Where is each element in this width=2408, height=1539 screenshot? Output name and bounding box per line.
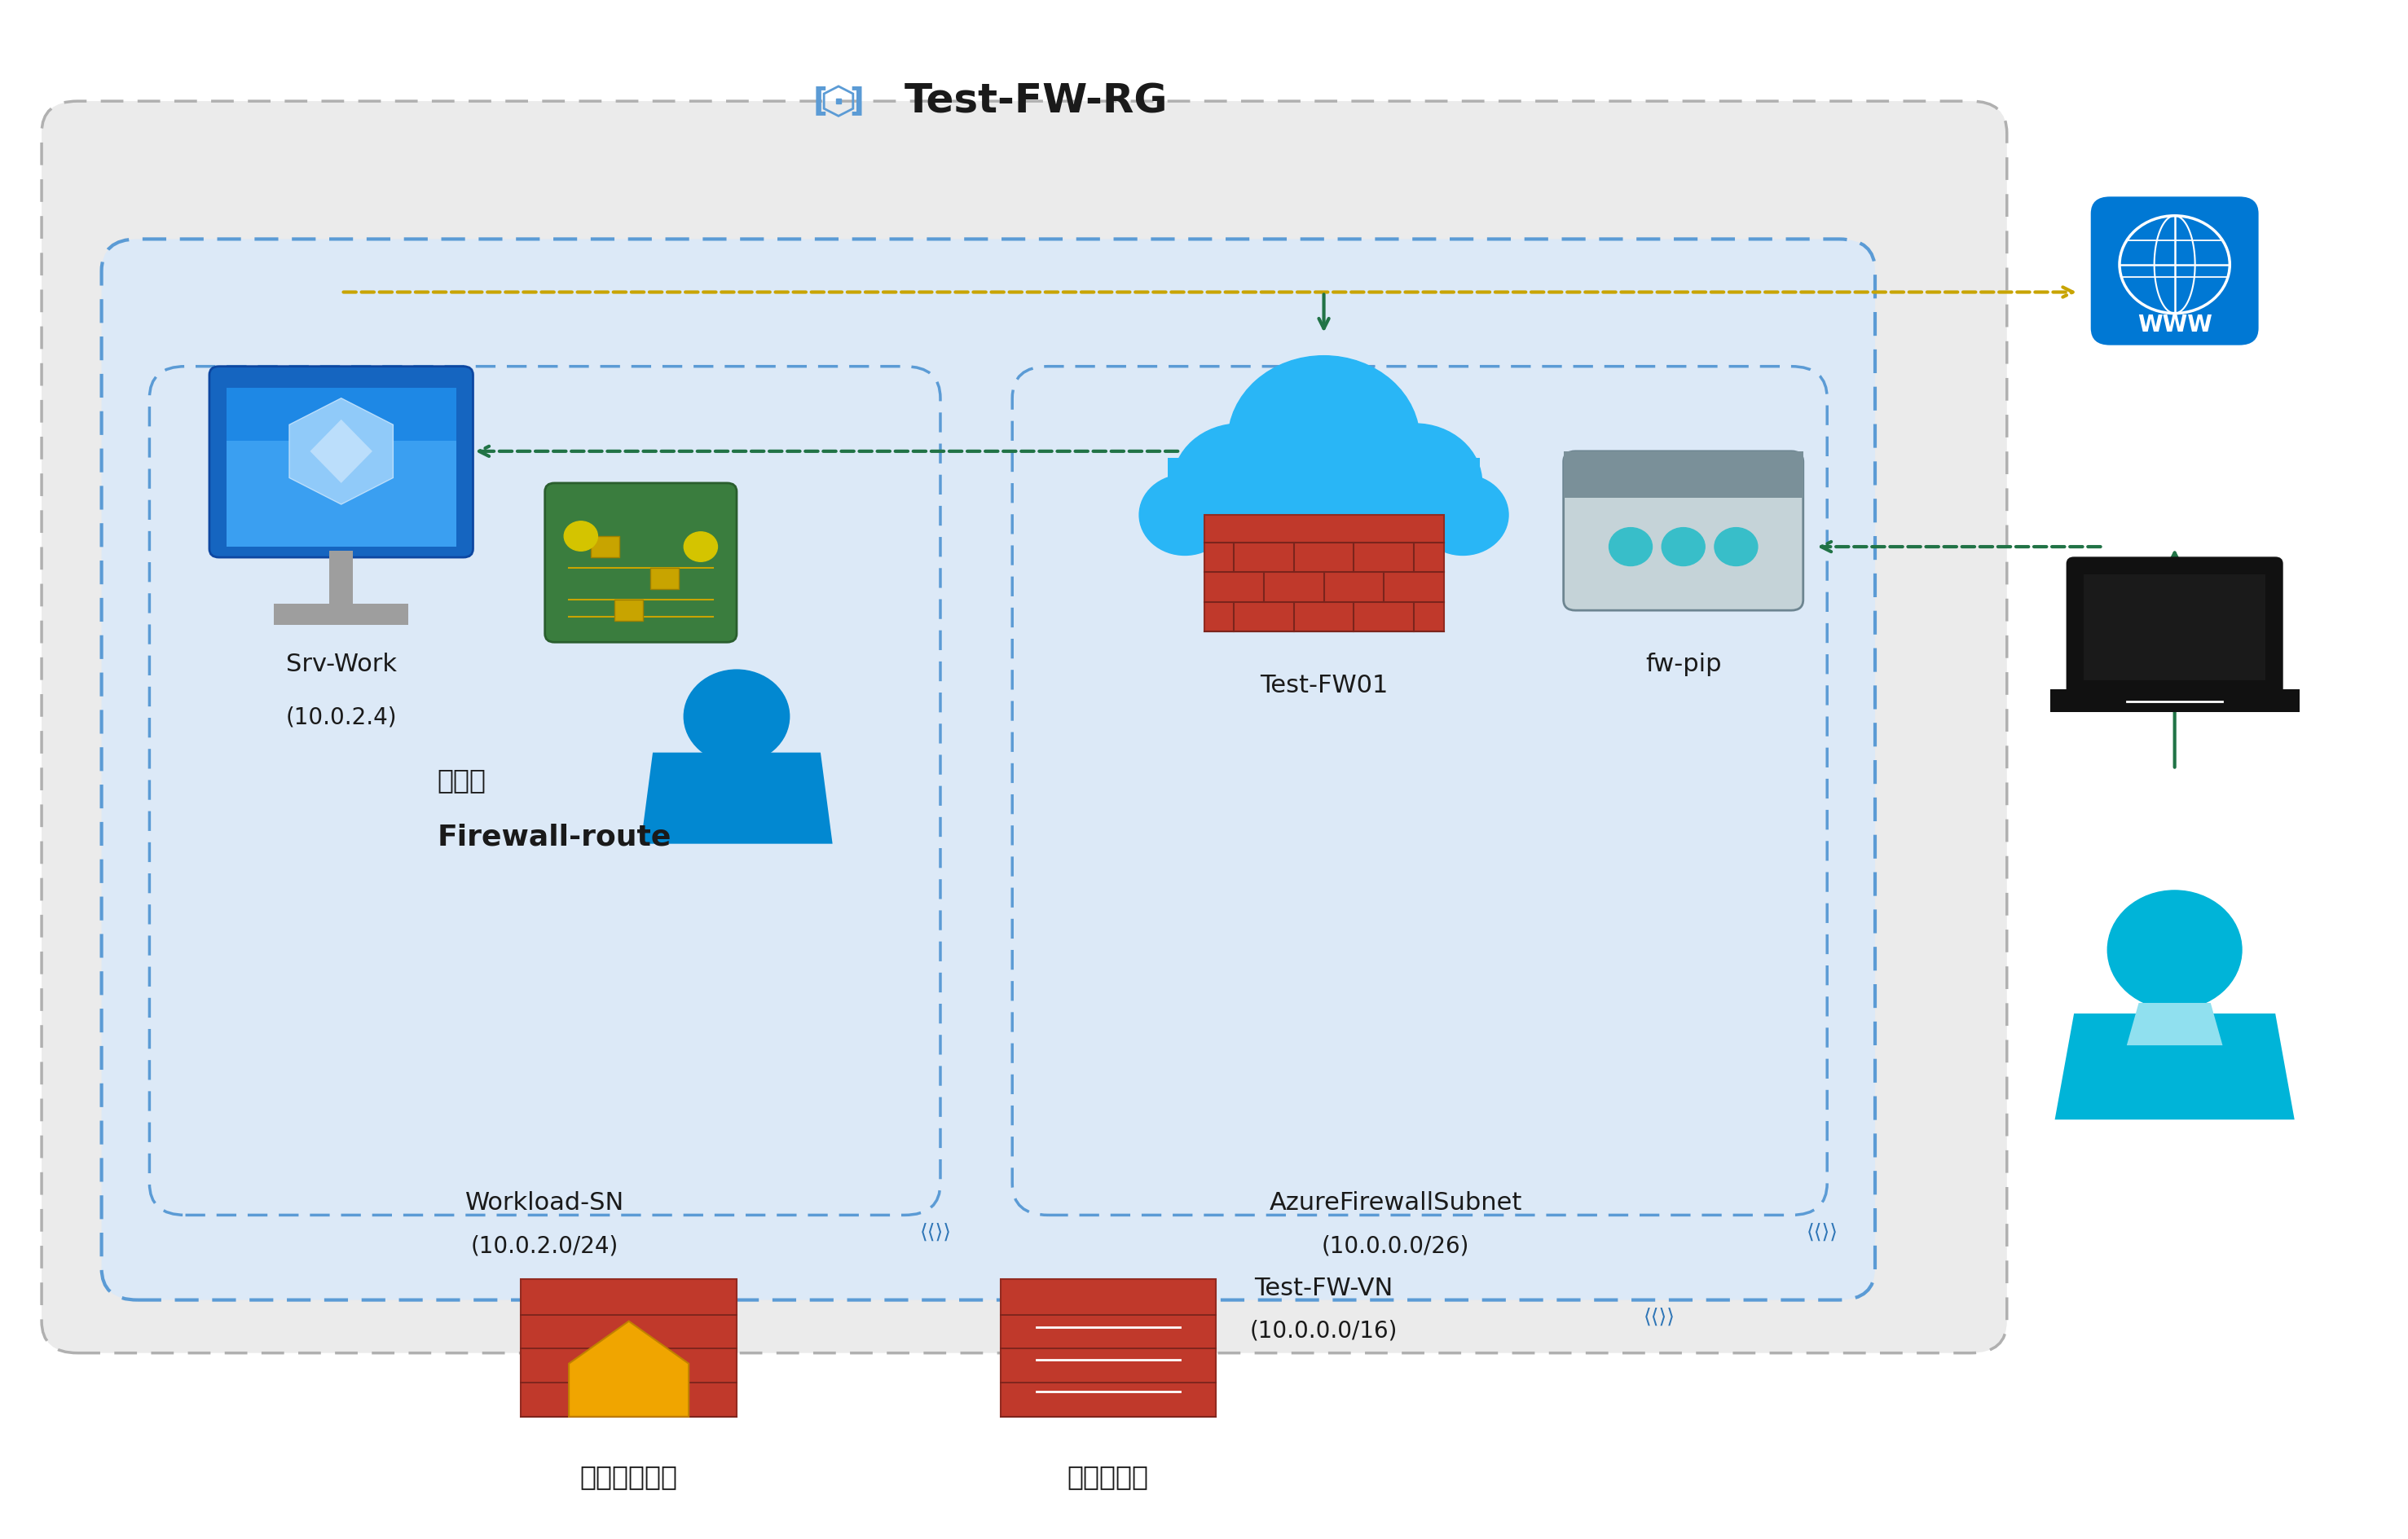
FancyBboxPatch shape [101, 239, 1876, 1300]
FancyBboxPatch shape [41, 102, 2006, 1353]
FancyBboxPatch shape [2066, 557, 2283, 696]
FancyBboxPatch shape [209, 366, 472, 557]
Text: Test-FW01: Test-FW01 [1259, 674, 1387, 697]
FancyBboxPatch shape [149, 366, 942, 1216]
Circle shape [2107, 891, 2242, 1010]
Polygon shape [641, 753, 833, 843]
Text: ⟨⟨⟩⟩: ⟨⟨⟩⟩ [1806, 1222, 1837, 1242]
Text: 路由表: 路由表 [438, 766, 486, 794]
FancyBboxPatch shape [520, 1279, 737, 1416]
Text: Srv-Work: Srv-Work [287, 653, 397, 677]
Text: ⟨⟨⟩⟩: ⟨⟨⟩⟩ [920, 1222, 951, 1242]
Bar [330, 551, 354, 611]
Circle shape [1173, 423, 1308, 542]
FancyBboxPatch shape [2083, 574, 2266, 680]
Text: [: [ [814, 86, 828, 117]
Text: (10.0.2.4): (10.0.2.4) [287, 706, 397, 728]
Circle shape [1139, 474, 1230, 556]
Text: Firewall-route: Firewall-route [438, 823, 672, 851]
Bar [1563, 451, 1804, 499]
Circle shape [1228, 356, 1421, 525]
Bar [1168, 457, 1479, 525]
Circle shape [1714, 528, 1758, 566]
FancyBboxPatch shape [226, 388, 455, 546]
Polygon shape [2126, 1003, 2223, 1045]
Text: (10.0.0.0/26): (10.0.0.0/26) [1322, 1234, 1469, 1257]
Text: Test-FW-RG: Test-FW-RG [905, 82, 1168, 120]
Bar [275, 603, 409, 625]
Text: ⟨⟨⟩⟩: ⟨⟨⟩⟩ [1645, 1307, 1676, 1327]
FancyBboxPatch shape [226, 440, 455, 546]
FancyBboxPatch shape [1204, 516, 1445, 631]
Circle shape [563, 522, 597, 551]
Text: ]: ] [850, 86, 864, 117]
Circle shape [1609, 528, 1652, 566]
FancyBboxPatch shape [590, 536, 619, 557]
Polygon shape [289, 399, 393, 505]
Text: 防火墙策略: 防火墙策略 [1067, 1464, 1149, 1490]
FancyBboxPatch shape [999, 1279, 1216, 1416]
FancyBboxPatch shape [614, 600, 643, 620]
Text: (10.0.2.0/24): (10.0.2.0/24) [472, 1234, 619, 1257]
FancyBboxPatch shape [544, 483, 737, 642]
Text: WWW: WWW [2138, 314, 2213, 336]
Circle shape [684, 669, 790, 763]
Text: Test-FW-VN: Test-FW-VN [1255, 1276, 1394, 1300]
Text: AzureFirewallSubnet: AzureFirewallSubnet [1269, 1191, 1522, 1216]
Circle shape [1418, 474, 1507, 556]
Text: fw-pip: fw-pip [1645, 653, 1722, 677]
Polygon shape [2054, 1014, 2295, 1119]
Text: (10.0.0.0/16): (10.0.0.0/16) [1250, 1319, 1397, 1342]
FancyBboxPatch shape [1563, 451, 1804, 611]
FancyBboxPatch shape [2090, 197, 2259, 345]
FancyBboxPatch shape [2049, 689, 2300, 713]
Circle shape [684, 532, 718, 562]
Circle shape [1662, 528, 1705, 566]
Polygon shape [568, 1320, 689, 1416]
FancyBboxPatch shape [650, 568, 679, 589]
FancyBboxPatch shape [1011, 366, 1828, 1216]
Text: 防火墙管理器: 防火墙管理器 [580, 1464, 677, 1490]
Circle shape [1348, 423, 1481, 542]
Polygon shape [311, 420, 373, 483]
Text: Workload-SN: Workload-SN [465, 1191, 624, 1216]
